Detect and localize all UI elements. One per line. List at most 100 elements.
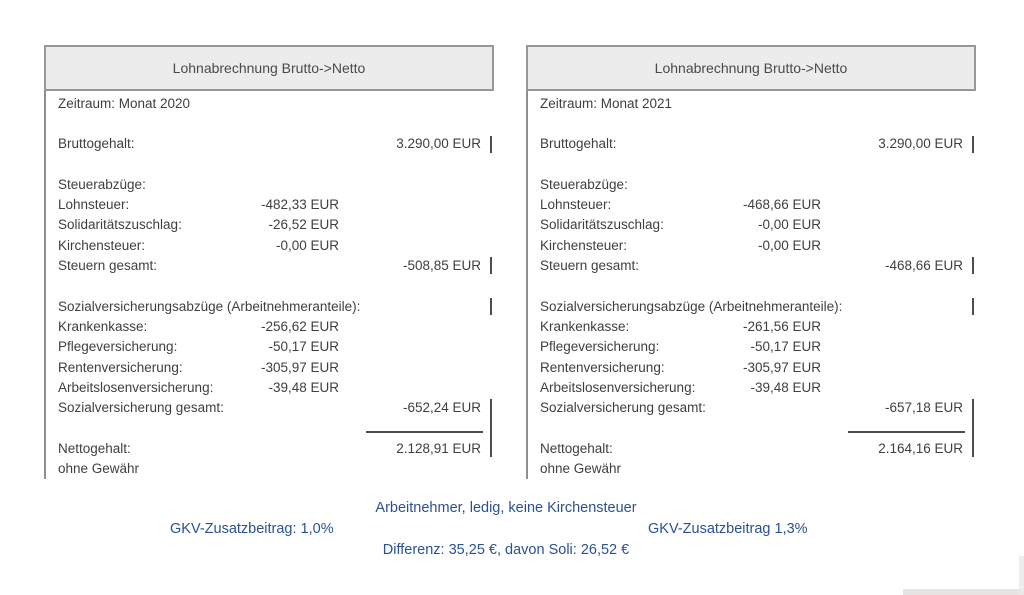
row-steuern-gesamt: Steuern gesamt: -508,85 EUR (46, 255, 494, 275)
row-label: Pflegeversicherung: (540, 339, 660, 355)
spacer-row (528, 113, 976, 133)
row-total: 2.164,16 EUR (878, 440, 963, 456)
row-label: Sozialversicherungsabzüge (Arbeitnehmera… (540, 298, 843, 314)
row-bruttogehalt: Bruttogehalt: 3.290,00 EUR (46, 134, 494, 154)
row-period: Zeitraum: Monat 2020 (46, 93, 494, 113)
row-sozialabzuege-header: Sozialversicherungsabzüge (Arbeitnehmera… (46, 296, 494, 316)
row-bruttogehalt: Bruttogehalt: 3.290,00 EUR (528, 134, 976, 154)
panel-body: Zeitraum: Monat 2021 Bruttogehalt: 3.290… (526, 91, 976, 479)
row-lohnsteuer: Lohnsteuer: -482,33 EUR (46, 194, 494, 214)
row-kirchensteuer: Kirchensteuer: -0,00 EUR (46, 235, 494, 255)
note-employee-status: Arbeitnehmer, ledig, keine Kirchensteuer (375, 500, 637, 516)
spacer-row (46, 154, 494, 174)
row-disclaimer: ohne Gewähr (46, 458, 494, 478)
row-krankenkasse: Krankenkasse: -256,62 EUR (46, 316, 494, 336)
row-value: -39,48 EUR (268, 379, 339, 395)
row-total: -652,24 EUR (402, 400, 481, 416)
row-sozialversicherung-gesamt: Sozialversicherung gesamt: -652,24 EUR (46, 397, 494, 458)
row-label: Steuerabzüge: (58, 176, 146, 192)
row-label: Lohnsteuer: (540, 197, 612, 213)
row-steuerabzuege-header: Steuerabzüge: (46, 174, 494, 194)
panel-title: Lohnabrechnung Brutto->Netto (526, 45, 976, 91)
row-nettogehalt: Nettogehalt: 2.128,91 EUR (46, 438, 494, 458)
row-arbeitslosenversicherung: Arbeitslosenversicherung: -39,48 EUR (46, 377, 494, 397)
payslip-panel-2021: Lohnabrechnung Brutto->Netto Zeitraum: M… (526, 45, 976, 479)
row-label: Bruttogehalt: (540, 136, 617, 152)
row-solidaritaetszuschlag: Solidaritätszuschlag: -0,00 EUR (528, 215, 976, 235)
panel-title: Lohnabrechnung Brutto->Netto (44, 45, 494, 91)
spacer-row (528, 276, 976, 296)
row-label: Kirchensteuer: (58, 237, 146, 253)
row-value: -50,17 EUR (750, 339, 821, 355)
row-value: -0,00 EUR (757, 217, 821, 233)
row-arbeitslosenversicherung: Arbeitslosenversicherung: -39,48 EUR (528, 377, 976, 397)
period-label: Zeitraum: Monat 2020 (58, 95, 191, 111)
column-tick (972, 257, 974, 275)
column-tick (490, 257, 492, 275)
row-lohnsteuer: Lohnsteuer: -468,66 EUR (528, 194, 976, 214)
note-difference: Differenz: 35,25 €, davon Soli: 26,52 € (382, 542, 630, 558)
spacer-row (528, 154, 976, 174)
screenshot-edge-artifact (903, 589, 1024, 595)
panel-body: Zeitraum: Monat 2020 Bruttogehalt: 3.290… (44, 91, 494, 479)
row-nettogehalt: Nettogehalt: 2.164,16 EUR (528, 438, 976, 458)
row-total: 3.290,00 EUR (878, 136, 963, 152)
sum-line-row (528, 418, 976, 438)
spacer-row (46, 113, 494, 133)
row-label: Rentenversicherung: (540, 359, 665, 375)
sum-line (366, 430, 483, 433)
row-krankenkasse: Krankenkasse: -261,56 EUR (528, 316, 976, 336)
row-label: Kirchensteuer: (540, 237, 628, 253)
row-label: Arbeitslosenversicherung: (540, 379, 696, 395)
sum-line-row (46, 418, 494, 438)
row-solidaritaetszuschlag: Solidaritätszuschlag: -26,52 EUR (46, 215, 494, 235)
row-label: Sozialversicherung gesamt: (58, 400, 224, 416)
row-label: Rentenversicherung: (58, 359, 183, 375)
row-label: Bruttogehalt: (58, 136, 135, 152)
column-tick (490, 399, 492, 458)
row-value: -305,97 EUR (742, 359, 821, 375)
note-gkv-2021: GKV-Zusatzbeitrag 1,3% (648, 521, 808, 537)
row-total: 3.290,00 EUR (396, 136, 481, 152)
row-label: Sozialversicherung gesamt: (540, 400, 706, 416)
row-total: -468,66 EUR (884, 258, 963, 274)
row-total: -508,85 EUR (402, 258, 481, 274)
row-disclaimer: ohne Gewähr (528, 458, 976, 478)
row-value: -26,52 EUR (268, 217, 339, 233)
row-steuerabzuege-header: Steuerabzüge: (528, 174, 976, 194)
column-tick (972, 297, 974, 315)
row-pflegeversicherung: Pflegeversicherung: -50,17 EUR (46, 337, 494, 357)
row-label: Solidaritätszuschlag: (540, 217, 664, 233)
row-label: Sozialversicherungsabzüge (Arbeitnehmera… (58, 298, 361, 314)
column-tick (490, 135, 492, 153)
period-label: Zeitraum: Monat 2021 (540, 95, 673, 111)
column-tick (972, 135, 974, 153)
row-value: -0,00 EUR (275, 237, 339, 253)
column-tick (972, 399, 974, 458)
row-sozialversicherung-gesamt: Sozialversicherung gesamt: -657,18 EUR (528, 397, 976, 458)
row-label: Nettogehalt: (58, 440, 131, 456)
row-label: Lohnsteuer: (58, 197, 130, 213)
row-rentenversicherung: Rentenversicherung: -305,97 EUR (46, 357, 494, 377)
screenshot-edge-artifact (1019, 556, 1024, 595)
row-value: -50,17 EUR (268, 339, 339, 355)
row-value: -256,62 EUR (260, 318, 339, 334)
row-value: -0,00 EUR (757, 237, 821, 253)
row-total: 2.128,91 EUR (396, 440, 481, 456)
row-sozialabzuege-header: Sozialversicherungsabzüge (Arbeitnehmera… (528, 296, 976, 316)
payslip-panel-2020: Lohnabrechnung Brutto->Netto Zeitraum: M… (44, 45, 494, 479)
row-label: Steuern gesamt: (540, 258, 640, 274)
row-value: -482,33 EUR (260, 197, 339, 213)
note-gkv-2020: GKV-Zusatzbeitrag: 1,0% (170, 521, 334, 537)
row-value: -261,56 EUR (742, 318, 821, 334)
row-value: -468,66 EUR (742, 197, 821, 213)
column-tick (490, 297, 492, 315)
row-label: ohne Gewähr (540, 460, 622, 476)
row-label: Pflegeversicherung: (58, 339, 178, 355)
row-label: Krankenkasse: (540, 318, 630, 334)
row-value: -39,48 EUR (750, 379, 821, 395)
sum-line (848, 430, 965, 433)
row-value: -305,97 EUR (260, 359, 339, 375)
row-steuern-gesamt: Steuern gesamt: -468,66 EUR (528, 255, 976, 275)
